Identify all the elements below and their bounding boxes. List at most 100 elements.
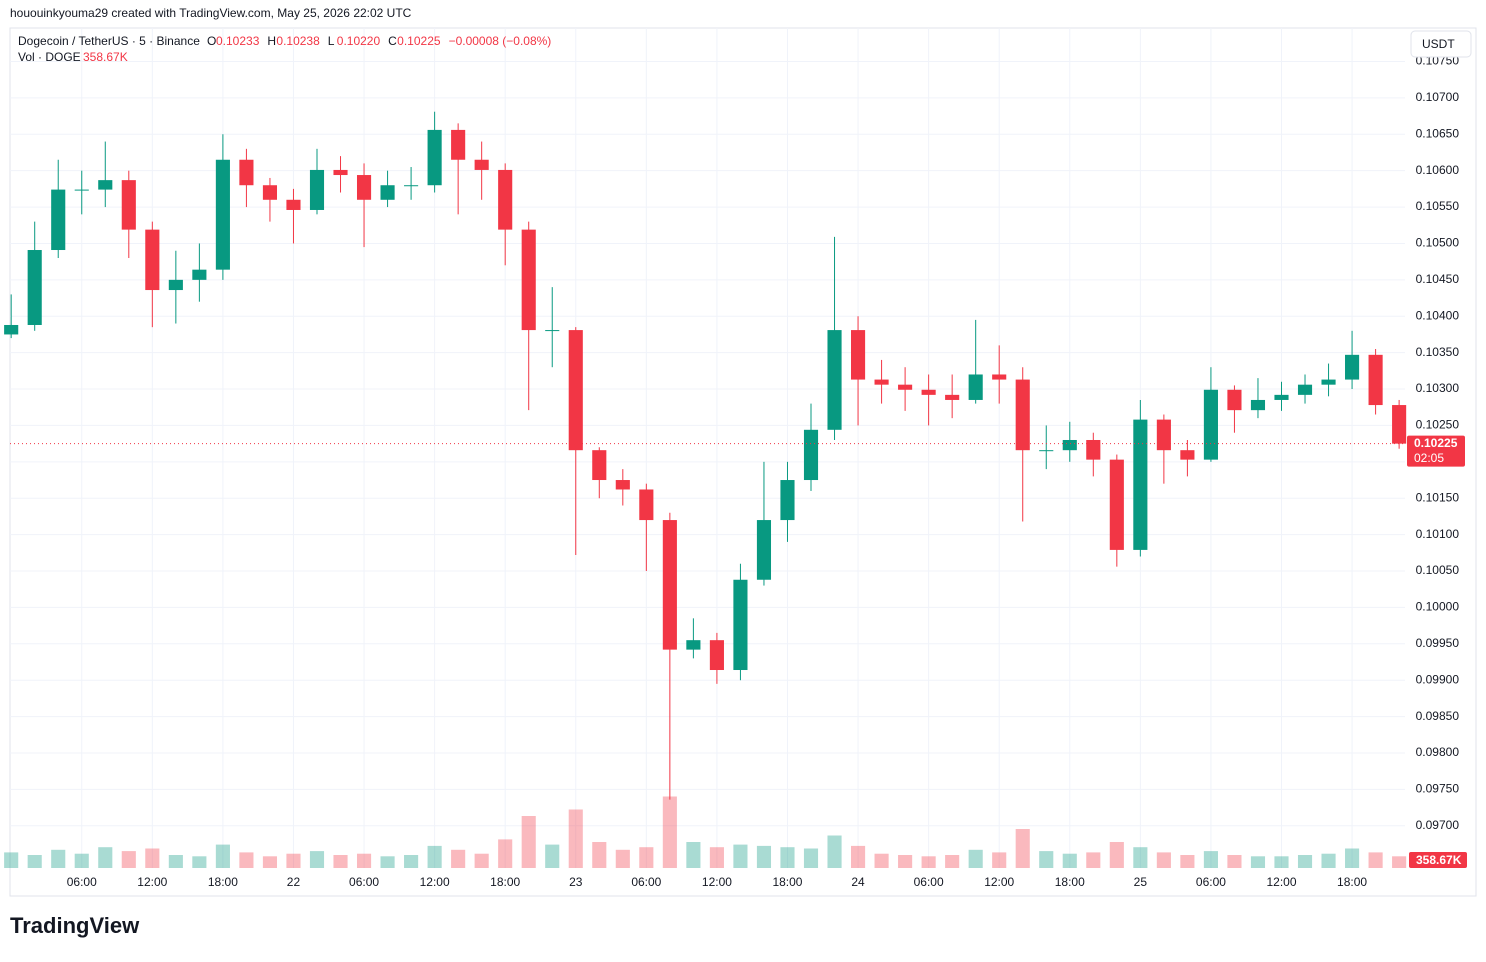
volume-bar: [521, 816, 536, 868]
volume-bar: [1392, 856, 1407, 868]
volume-bar: [898, 855, 913, 868]
ohlc-value: 0.10238: [276, 34, 320, 48]
volume-bar: [1274, 856, 1289, 868]
y-tick-label: 0.10450: [1416, 272, 1460, 286]
candle-body: [1039, 450, 1054, 452]
candle-body: [921, 389, 936, 395]
candle-body: [1086, 439, 1101, 460]
y-tick-label: 0.09800: [1416, 745, 1460, 759]
candle-body: [1368, 354, 1383, 406]
candle-body: [380, 185, 395, 200]
volume-bar: [474, 853, 489, 868]
y-tick-label: 0.10600: [1416, 163, 1460, 177]
volume-bar: [27, 855, 42, 868]
candle-body: [1392, 405, 1407, 444]
y-tick-label: 0.10650: [1416, 126, 1460, 140]
candle-body: [356, 175, 372, 200]
volume-bar: [145, 848, 160, 868]
volume-bar: [286, 853, 301, 868]
candle-body: [521, 229, 536, 331]
candle-body: [262, 185, 278, 200]
volume-bar: [592, 842, 607, 868]
volume-bar: [686, 842, 701, 868]
volume-bar: [333, 855, 348, 868]
y-tick-label: 0.10050: [1416, 563, 1460, 577]
candle-body: [1274, 394, 1289, 400]
volume-title: Vol · DOGE: [18, 50, 81, 64]
x-tick-label: 12:00: [1266, 875, 1296, 889]
byline: hououinkyouma29 created with TradingView…: [10, 6, 412, 20]
y-tick-label: 0.09950: [1416, 636, 1460, 650]
last-price-box: [1407, 435, 1465, 467]
volume-bar: [945, 855, 960, 868]
candle-body: [756, 520, 772, 580]
y-tick-label: 0.10300: [1416, 381, 1460, 395]
change: −0.00008 (−0.08%): [449, 34, 552, 48]
candle-body: [639, 489, 654, 521]
candle-body: [121, 180, 136, 230]
volume-badge-box: [1409, 852, 1467, 868]
candle-body: [1015, 379, 1030, 451]
candle-body: [827, 330, 842, 430]
x-tick-label: 12:00: [420, 875, 450, 889]
volume-bar: [1133, 847, 1148, 868]
volume-bar: [545, 844, 560, 868]
volume-bar: [1297, 855, 1313, 868]
candle-body: [1297, 384, 1313, 395]
candle-body: [451, 129, 466, 160]
candle-body: [98, 180, 113, 190]
x-tick-label: 25: [1134, 875, 1148, 889]
ohlc-key: C: [388, 34, 397, 48]
volume-bar: [1062, 853, 1077, 868]
candle-body: [427, 129, 442, 186]
candle-body: [168, 279, 183, 291]
volume-bar: [756, 845, 772, 868]
currency-button[interactable]: [1410, 30, 1472, 58]
candle-body: [498, 169, 513, 230]
y-tick-label: 0.09750: [1416, 782, 1460, 796]
x-tick-label: 24: [851, 875, 865, 889]
volume-bar: [1015, 829, 1030, 868]
ohlc-value: 0.10233: [216, 34, 260, 48]
candle-body: [592, 450, 607, 481]
candle-body: [1227, 389, 1242, 411]
candle-body: [474, 159, 489, 170]
volume-bar: [380, 856, 395, 868]
volume-bar: [215, 844, 230, 868]
volume-bar: [733, 844, 748, 868]
candle-body: [850, 330, 866, 380]
x-tick-label: 06:00: [67, 875, 97, 889]
volume-bar: [1227, 855, 1242, 868]
candle-body: [803, 429, 819, 481]
volume-bar: [968, 849, 983, 868]
x-tick-label: 06:00: [914, 875, 944, 889]
volume-bar: [1109, 842, 1124, 868]
candle-body: [215, 159, 230, 270]
countdown: 02:05: [1414, 451, 1444, 465]
volume-badge: 358.67K: [1416, 853, 1462, 867]
volume-bar: [992, 852, 1007, 868]
x-tick-label: 18:00: [1055, 875, 1085, 889]
volume-bar: [1203, 851, 1218, 868]
x-tick-label: 23: [569, 875, 583, 889]
volume-bar: [1345, 848, 1360, 868]
x-tick-label: 06:00: [349, 875, 379, 889]
candle-body: [1156, 419, 1171, 451]
candle-body: [192, 269, 207, 280]
volume-bar: [451, 849, 466, 868]
candle-body: [1345, 354, 1360, 380]
candle-body: [74, 189, 89, 191]
candle-body: [1250, 399, 1266, 411]
currency[interactable]: USDT: [1422, 37, 1455, 51]
volume-bar: [356, 853, 372, 868]
candle-body: [709, 640, 724, 671]
volume-bar: [639, 847, 654, 868]
y-tick-label: 0.10500: [1416, 236, 1460, 250]
volume-bar: [168, 855, 183, 868]
candle-body: [404, 185, 419, 187]
last-price-label: 0.10225: [1414, 436, 1458, 450]
volume-bar: [4, 852, 19, 868]
y-tick-label: 0.10000: [1416, 600, 1460, 614]
ohlc-key: L: [328, 34, 335, 48]
